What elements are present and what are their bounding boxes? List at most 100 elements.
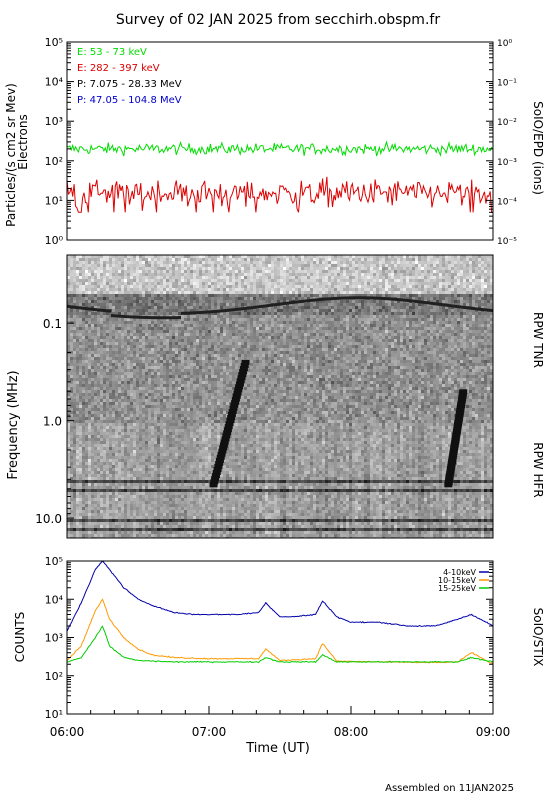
rpw-pixel [163,279,166,282]
rpw-pixel [409,273,412,276]
rpw-pixel [469,267,472,270]
rpw-pixel [382,333,385,336]
rpw-pixel [427,321,430,324]
rpw-pixel [100,288,103,291]
rpw-pixel [142,312,145,315]
rpw-pixel [277,312,280,315]
rpw-pixel [481,285,484,288]
rpw-pixel [97,297,100,300]
rpw-pixel [445,330,448,333]
rpw-pixel [313,306,316,309]
rpw-pixel [448,309,451,312]
rpw-pixel [106,333,109,336]
rpw-pixel [115,312,118,315]
rpw-pixel [229,315,232,318]
rpw-pixel [253,327,256,330]
rpw-pixel [133,354,136,357]
rpw-pixel [292,279,295,282]
rpw-pixel [379,315,382,318]
rpw-pixel [316,267,319,270]
rpw-pixel [418,276,421,279]
rpw-pixel [196,294,199,297]
rpw-pixel [256,288,259,291]
rpw-pixel [412,270,415,273]
rpw-pixel [223,300,226,303]
rpw-pixel [352,333,355,336]
rpw-pixel [169,261,172,264]
rpw-pixel [301,303,304,306]
rpw-pixel [349,267,352,270]
rpw-pixel [280,309,283,312]
rpw-pixel [472,291,475,294]
rpw-pixel [463,255,466,258]
rpw-pixel [409,255,412,258]
rpw-pixel [373,348,376,351]
rpw-pixel [346,291,349,294]
rpw-pixel [184,336,187,339]
rpw-pixel [442,339,445,342]
rpw-pixel [232,291,235,294]
rpw-pixel [259,273,262,276]
rpw-pixel [295,315,298,318]
rpw-pixel [367,333,370,336]
rpw-pixel [313,351,316,354]
rpw-pixel [193,339,196,342]
rpw-pixel [100,291,103,294]
rpw-pixel [361,324,364,327]
rpw-pixel [415,348,418,351]
rpw-pixel [82,312,85,315]
rpw-pixel [322,258,325,261]
rpw-pixel [67,300,70,303]
rpw-pixel [445,321,448,324]
rpw-pixel [181,348,184,351]
rpw-pixel [280,288,283,291]
rpw-pixel [445,348,448,351]
rpw-pixel [487,276,490,279]
rpw-pixel [307,333,310,336]
rpw-pixel [223,285,226,288]
rpw-pixel [151,342,154,345]
rpw-pixel [196,339,199,342]
rpw-pixel [406,285,409,288]
rpw-pixel [178,297,181,300]
rpw-pixel [448,315,451,318]
rpw-pixel [298,345,301,348]
rpw-pixel [94,324,97,327]
rpw-pixel [376,321,379,324]
rpw-pixel [349,351,352,354]
rpw-pixel [451,261,454,264]
rpw-pixel [391,303,394,306]
rpw-pixel [238,288,241,291]
rpw-pixel [118,333,121,336]
rpw-pixel [217,291,220,294]
rpw-pixel [202,315,205,318]
rpw-pixel [358,315,361,318]
rpw-pixel [97,294,100,297]
rpw-pixel [424,264,427,267]
rpw-pixel [193,291,196,294]
rpw-pixel [403,276,406,279]
rpw-spectrogram [67,255,493,538]
rpw-pixel [352,354,355,357]
rpw-pixel [286,261,289,264]
rpw-pixel [397,255,400,258]
rpw-pixel [109,270,112,273]
rpw-pixel [202,282,205,285]
rpw-pixel [466,297,469,300]
rpw-pixel [265,312,268,315]
rpw-pixel [160,294,163,297]
rpw-pixel [490,273,493,276]
rpw-pixel [385,282,388,285]
rpw-pixel [139,348,142,351]
rpw-pixel [403,351,406,354]
rpw-pixel [88,336,91,339]
rpw-pixel [172,273,175,276]
rpw-pixel [178,336,181,339]
rpw-pixel [70,357,73,360]
rpw-pixel [289,309,292,312]
rpw-pixel [421,348,424,351]
rpw-pixel [205,303,208,306]
rpw-pixel [451,312,454,315]
rpw-pixel [442,291,445,294]
rpw-pixel [259,327,262,330]
